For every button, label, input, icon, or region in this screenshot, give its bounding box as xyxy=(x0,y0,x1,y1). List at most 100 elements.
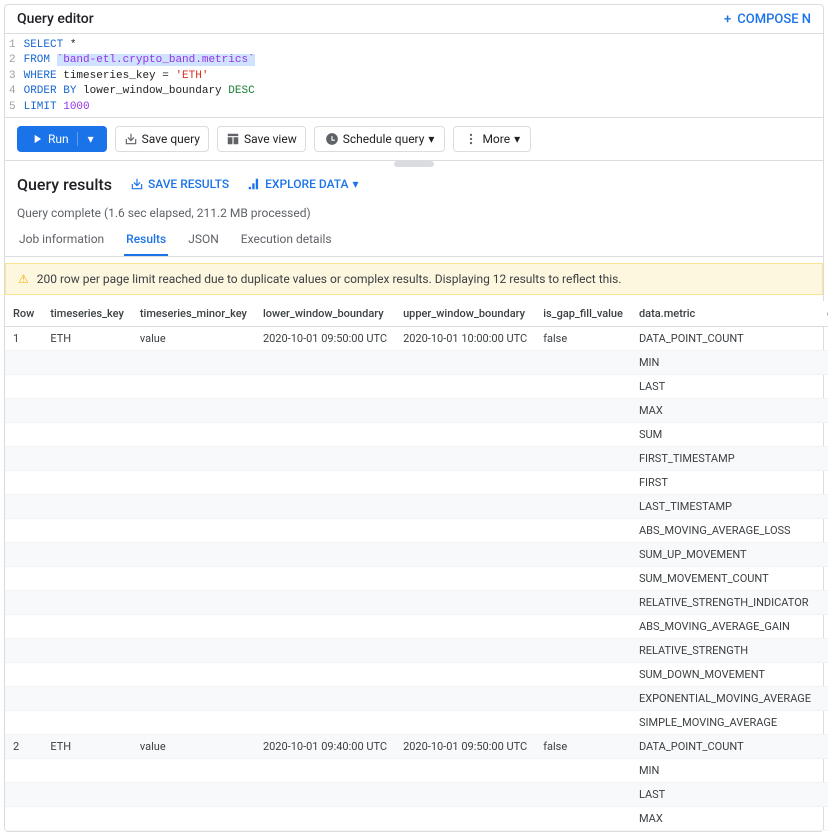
cell: null xyxy=(819,782,828,806)
cell: null xyxy=(819,638,828,662)
cell xyxy=(255,590,395,614)
cell xyxy=(42,542,132,566)
cell xyxy=(535,470,631,494)
cell xyxy=(395,374,535,398)
cell xyxy=(255,758,395,782)
cell xyxy=(132,614,255,638)
cell xyxy=(535,350,631,374)
cell xyxy=(395,422,535,446)
cell xyxy=(132,422,255,446)
cell xyxy=(5,398,42,422)
cell: ETH xyxy=(42,326,132,350)
save-view-button[interactable]: Save view xyxy=(217,126,306,152)
save-results-button[interactable]: SAVE RESULTS xyxy=(130,177,229,191)
table-row: MAXnull368.1207nullnullnull xyxy=(5,806,828,830)
table-row: SUM_MOVEMENT_COUNTnullnull6nullnull xyxy=(5,566,828,590)
cell: DATA_POINT_COUNT xyxy=(631,326,819,350)
table-row: ABS_MOVING_AVERAGE_LOSSnull0.07411666666… xyxy=(5,518,828,542)
cell: null xyxy=(819,350,828,374)
table-row: ABS_MOVING_AVERAGE_GAINnull0.08533333333… xyxy=(5,614,828,638)
table-row: SUMnull5515.0993nullnullnull xyxy=(5,422,828,446)
warning-text: 200 row per page limit reached due to du… xyxy=(37,272,622,286)
column-header[interactable]: timeseries_minor_key xyxy=(132,301,255,327)
schedule-button[interactable]: Schedule query ▾ xyxy=(314,126,446,152)
cell: RELATIVE_STRENGTH xyxy=(631,638,819,662)
table-row: SUM_UP_MOVEMENTnull0.5119999999999436nul… xyxy=(5,542,828,566)
cell xyxy=(395,470,535,494)
cell xyxy=(5,374,42,398)
cell xyxy=(255,542,395,566)
column-header[interactable]: Row xyxy=(5,301,42,327)
cell xyxy=(42,566,132,590)
more-vert-icon xyxy=(464,132,478,146)
tab-results[interactable]: Results xyxy=(124,224,168,256)
cell: ETH xyxy=(42,734,132,758)
column-header[interactable]: upper_window_boundary xyxy=(395,301,535,327)
cell: SUM_UP_MOVEMENT xyxy=(631,542,819,566)
cell xyxy=(255,806,395,830)
cell xyxy=(395,542,535,566)
cell: null xyxy=(819,758,828,782)
table-row: LASTnull367.8573nullnullnull xyxy=(5,374,828,398)
run-button[interactable]: Run ▾ xyxy=(17,126,107,152)
tab-json[interactable]: JSON xyxy=(186,224,221,256)
cell: false xyxy=(535,734,631,758)
cell xyxy=(132,638,255,662)
table-row: SUM_DOWN_MOVEMENTnull-0.4446999999999548… xyxy=(5,662,828,686)
more-button[interactable]: More ▾ xyxy=(453,126,531,152)
cell xyxy=(5,566,42,590)
cell xyxy=(5,470,42,494)
cell: DATA_POINT_COUNT xyxy=(631,734,819,758)
column-header[interactable]: timeseries_key xyxy=(42,301,132,327)
sql-editor[interactable]: 12345 SELECT *FROM `band-etl.crypto_band… xyxy=(5,34,823,117)
cell: null xyxy=(819,710,828,734)
cell xyxy=(535,614,631,638)
cell: 2020-10-01 09:50:00 UTC xyxy=(255,326,395,350)
cell: 2 xyxy=(5,734,42,758)
cell xyxy=(395,590,535,614)
cell: null xyxy=(819,590,828,614)
cell xyxy=(5,710,42,734)
tab-execution[interactable]: Execution details xyxy=(239,224,334,256)
table-row: 1ETHvalue2020-10-01 09:50:00 UTC2020-10-… xyxy=(5,326,828,350)
cell: SUM_MOVEMENT_COUNT xyxy=(631,566,819,590)
table-row: LASTnull368.1207nullnullnull xyxy=(5,782,828,806)
cell xyxy=(535,662,631,686)
explore-data-button[interactable]: EXPLORE DATA ▾ xyxy=(247,177,358,191)
results-table: Rowtimeseries_keytimeseries_minor_keylow… xyxy=(5,301,828,831)
cell: 2020-10-01 10:00:00 UTC xyxy=(395,326,535,350)
cell xyxy=(5,518,42,542)
column-header[interactable]: is_gap_fill_value xyxy=(535,301,631,327)
cell xyxy=(255,350,395,374)
save-query-button[interactable]: Save query xyxy=(115,126,209,152)
column-header[interactable]: data.str_data xyxy=(819,301,828,327)
compose-button[interactable]: + COMPOSE N xyxy=(724,12,811,27)
cell xyxy=(42,518,132,542)
cell: null xyxy=(819,542,828,566)
cell xyxy=(42,374,132,398)
plus-icon: + xyxy=(724,12,731,27)
cell: MIN xyxy=(631,350,819,374)
cell xyxy=(5,614,42,638)
cell xyxy=(132,782,255,806)
cell xyxy=(42,350,132,374)
cell xyxy=(42,758,132,782)
cell: MIN xyxy=(631,758,819,782)
cell: SUM xyxy=(631,422,819,446)
cell: null xyxy=(819,422,828,446)
cell: MAX xyxy=(631,806,819,830)
cell xyxy=(42,494,132,518)
chevron-down-icon: ▾ xyxy=(428,132,434,146)
cell xyxy=(395,806,535,830)
cell xyxy=(395,662,535,686)
column-header[interactable]: lower_window_boundary xyxy=(255,301,395,327)
cell xyxy=(535,374,631,398)
chevron-down-icon: ▾ xyxy=(353,177,359,191)
cell xyxy=(535,590,631,614)
column-header[interactable]: data.metric xyxy=(631,301,819,327)
cell xyxy=(535,398,631,422)
cell xyxy=(535,494,631,518)
cell xyxy=(255,422,395,446)
table-row: RELATIVE_STRENGTH_INDICATORnull53.517299… xyxy=(5,590,828,614)
tab-job-info[interactable]: Job information xyxy=(17,224,106,256)
